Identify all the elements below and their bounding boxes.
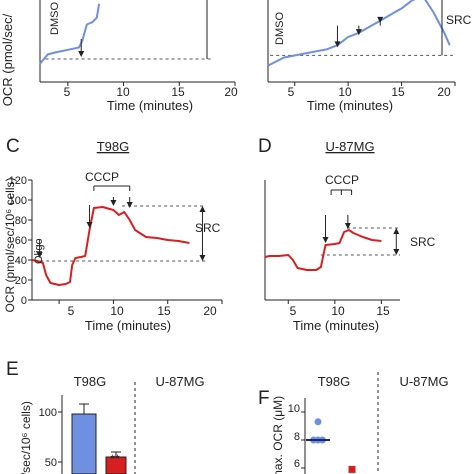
panel-c-xtick: 20 <box>203 304 217 318</box>
panel-d-xtick: 15 <box>376 304 390 318</box>
panel-e-title-left: T98G <box>74 374 107 389</box>
panel-c-letter: C <box>6 136 20 157</box>
panel-f-plot <box>301 372 379 474</box>
panel-b-plot <box>267 0 456 86</box>
panel-d-xtick: 10 <box>331 304 345 318</box>
panel-a: OCR (pmol/sec/ DMSO Time (minutes) 5 10 … <box>0 0 238 113</box>
panel-a-plot <box>39 0 236 86</box>
panel-f-point <box>314 418 322 426</box>
panel-c-ytick: 100 <box>9 195 27 207</box>
panel-c-title: T98G <box>97 139 130 154</box>
panel-c-ylabel: OCR (pmol/sec/10⁶ cells) <box>3 178 17 313</box>
panel-e: E T98G U-87MG l/sec/10⁶ cells) 100 50 ** <box>6 359 205 474</box>
panel-b-xticks: 5 10 15 20 <box>288 85 451 99</box>
panel-e-significance: ** <box>110 452 120 466</box>
panel-e-yticks: 100 50 <box>39 407 57 469</box>
panel-b-injection-arrow-head <box>377 16 384 23</box>
panel-c-xlabel: Time (minutes) <box>85 318 171 333</box>
panel-f-yticks: 10 8 6 <box>288 403 300 470</box>
panel-d-xticks: 5 10 15 <box>290 304 390 318</box>
panel-d-src-arrow-head-top <box>393 228 400 234</box>
panel-d-letter: D <box>258 136 272 157</box>
panel-a-drug-label: DMSO <box>49 2 61 35</box>
panel-a-xtick: 15 <box>171 85 185 99</box>
panel-f-point <box>348 465 356 473</box>
panel-b-xtick: 10 <box>338 85 352 99</box>
panel-f-ytick: 10 <box>288 403 300 415</box>
panel-c-ytick: 0 <box>21 295 27 307</box>
panel-e-plot <box>58 382 136 474</box>
panel-c-src-arrow-head-bottom <box>199 255 206 261</box>
panel-c: C T98G OCR (pmol/sec/10⁶ cells) Oligo CC… <box>3 136 223 333</box>
panel-a-xtick: 20 <box>224 85 238 99</box>
panel-c-oligo-label: Oligo <box>33 238 45 264</box>
panel-a-xticks: 5 10 15 20 <box>64 85 238 99</box>
panel-d-xlabel: Time (minutes) <box>293 318 379 333</box>
panel-d: D U-87MG CCCP SRC 5 10 15 Time (minutes) <box>258 136 436 333</box>
panel-f-ylabel: max. OCR (μM) <box>271 396 285 474</box>
panel-b-xtick: 5 <box>288 85 295 99</box>
panel-c-cccp-label: CCCP <box>85 170 119 184</box>
panel-f-title-right: U-87MG <box>399 374 448 389</box>
panel-f-ytick: 8 <box>294 431 300 443</box>
panel-c-src-label: SRC <box>195 221 221 235</box>
panel-b: DMSO SRC Time (minutes) 5 10 15 20 <box>267 0 472 113</box>
panel-a-xlabel: Time (minutes) <box>107 98 193 113</box>
panel-c-ytick: 120 <box>9 175 27 187</box>
panel-d-plot <box>264 180 400 304</box>
panel-c-src-arrow-head-top <box>199 206 206 212</box>
panel-b-src-label: SRC <box>446 13 472 27</box>
panel-d-xtick: 5 <box>290 304 297 318</box>
panel-f-letter: F <box>258 388 270 409</box>
panel-d-cccp-label: CCCP <box>325 173 359 187</box>
panel-a-injection-arrow-head <box>78 51 85 57</box>
panel-c-ytick: 80 <box>15 215 27 227</box>
panel-e-bar <box>71 413 97 474</box>
panel-c-cccp-arrow-head <box>126 202 133 208</box>
panel-e-ytick: 100 <box>39 407 57 419</box>
panel-d-src-arrow-head-bottom <box>393 249 400 255</box>
panel-d-cccp-arrow-head <box>344 223 351 229</box>
panel-c-ytick: 20 <box>15 275 27 287</box>
panel-b-series-line <box>267 0 451 67</box>
panel-d-series-line <box>264 229 382 271</box>
panel-c-xtick: 15 <box>157 304 171 318</box>
panel-c-xtick: 10 <box>110 304 124 318</box>
panel-a-series-line <box>39 3 101 65</box>
panel-e-ylabel: l/sec/10⁶ cells) <box>19 401 33 474</box>
panel-f-ytick: 6 <box>294 458 300 470</box>
panel-d-src-label: SRC <box>410 235 436 249</box>
panel-c-series-line <box>31 206 190 286</box>
panel-b-xtick: 15 <box>391 85 405 99</box>
panel-c-yticks: 0 20 40 60 80 100 120 <box>9 175 27 307</box>
panel-b-xtick: 20 <box>437 85 451 99</box>
panel-c-plot <box>28 179 223 304</box>
panel-c-xticks: 5 10 15 20 <box>68 304 217 318</box>
panel-f-title-left: T98G <box>318 374 351 389</box>
panel-d-cccp-arrow-head <box>322 237 329 243</box>
panel-b-injection-arrow-head <box>355 29 362 36</box>
panel-e-ytick: 50 <box>45 457 57 469</box>
panel-c-xtick: 5 <box>68 304 75 318</box>
panel-b-xlabel: Time (minutes) <box>307 98 393 113</box>
panel-b-injection-arrow-head <box>334 41 341 48</box>
panel-b-drug-label: DMSO <box>274 12 286 45</box>
panel-a-xtick: 5 <box>64 85 71 99</box>
panel-d-title: U-87MG <box>325 139 374 154</box>
panel-e-title-right: U-87MG <box>155 374 204 389</box>
panel-a-ylabel: OCR (pmol/sec/ <box>0 13 15 106</box>
panel-c-ytick: 40 <box>15 255 27 267</box>
panel-c-cccp-arrow-head <box>110 200 117 206</box>
panel-c-oligo-arrow-head <box>36 252 43 258</box>
panel-c-ytick: 60 <box>15 235 27 247</box>
panel-c-cccp-arrow-head <box>86 222 93 228</box>
panel-a-xtick: 10 <box>116 85 130 99</box>
panel-e-letter: E <box>6 359 19 380</box>
panel-f: F T98G U-87MG max. OCR (μM) 10 8 6 <box>258 372 449 474</box>
